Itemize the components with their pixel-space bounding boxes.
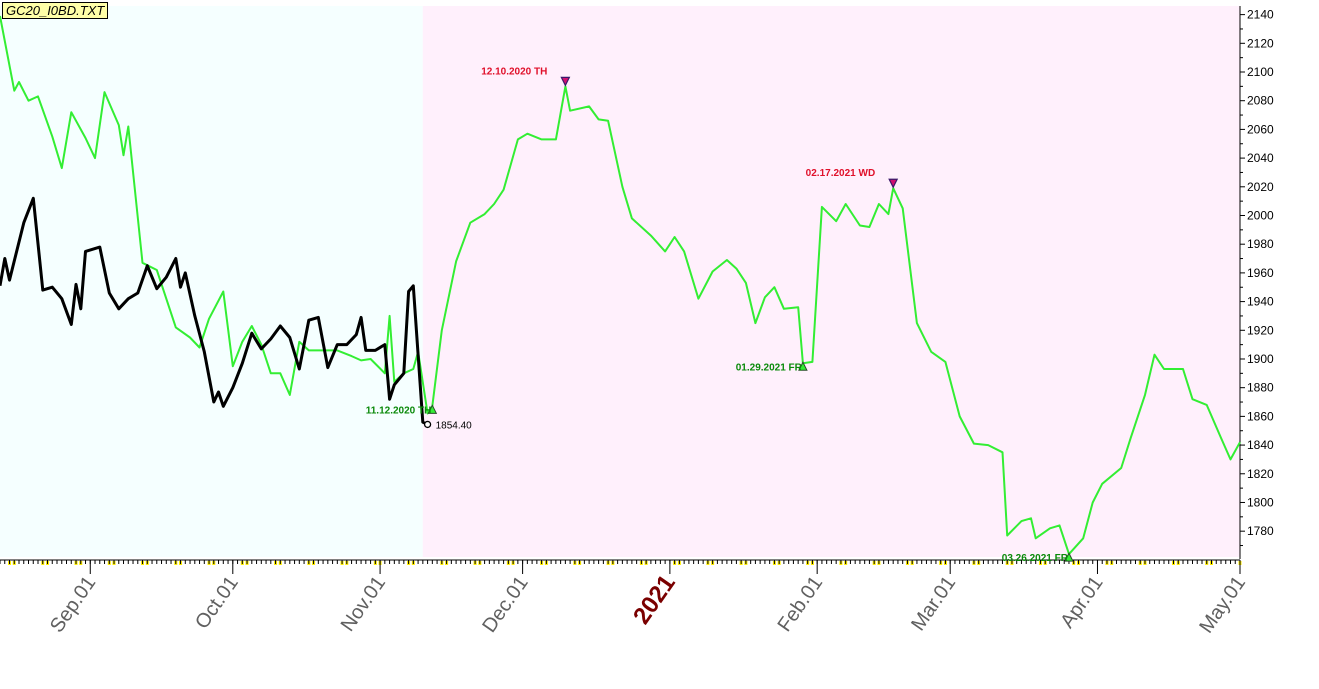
month-label: Oct.01 — [191, 572, 243, 633]
y-axis: 2140 2120 2100 2080 2060 2040 2020 2000 1980 1960… — [1239, 6, 1274, 559]
y-tick-label: 2080 — [1247, 94, 1274, 108]
y-tick-label: 2000 — [1247, 208, 1274, 222]
y-tick-label: 2020 — [1247, 180, 1274, 194]
annotation-layer: 12.10.2020 TH 02.17.2021 WD 11.12.2020 TH 0… — [366, 66, 1074, 564]
y-tick-label: 1860 — [1247, 409, 1274, 423]
y-tick-label: 1960 — [1247, 266, 1274, 280]
bottom-date-label: 01.29.2021 FR — [736, 362, 803, 373]
y-tick-label: 2100 — [1247, 65, 1274, 79]
top-date-label: 02.17.2021 WD — [806, 168, 876, 179]
y-tick-label: 1840 — [1247, 438, 1274, 452]
top-marker — [888, 178, 899, 189]
y-tick-label: 1780 — [1247, 524, 1274, 538]
series-layer — [0, 15, 1241, 556]
y-tick-label: 1940 — [1247, 295, 1274, 309]
y-tick-label: 1820 — [1247, 467, 1274, 481]
y-tick-label: 1920 — [1247, 323, 1274, 337]
month-label: Apr.01 — [1056, 572, 1107, 632]
black-series-line — [0, 196, 429, 426]
y-tick-label: 1900 — [1247, 352, 1274, 366]
bottom-marker — [427, 404, 438, 414]
month-label: Mar.01 — [907, 572, 960, 635]
y-tick-label: 2120 — [1247, 36, 1274, 50]
month-label: Feb.01 — [774, 572, 828, 636]
month-label: Dec.01 — [478, 572, 532, 637]
year-label: 2021 — [628, 570, 681, 629]
green-series-line — [0, 15, 1241, 556]
last-price-label: 1854.40 — [436, 420, 473, 431]
bottom-date-label: 03.26.2021 FR — [1002, 553, 1069, 564]
y-tick-label: 1880 — [1247, 381, 1274, 395]
top-marker — [560, 76, 571, 87]
y-tick-label: 2040 — [1247, 151, 1274, 165]
top-date-label: 12.10.2020 TH — [481, 66, 547, 77]
y-tick-label: 1800 — [1247, 495, 1274, 509]
y-tick-label: 1980 — [1247, 237, 1274, 251]
y-tick-label: 2060 — [1247, 122, 1274, 136]
month-label: May.01 — [1195, 572, 1250, 637]
y-tick-label: 2140 — [1247, 8, 1274, 22]
file-name-label: GC20_I0BD.TXT — [2, 2, 109, 19]
bottom-marker — [1064, 552, 1074, 562]
history-background — [0, 6, 423, 557]
bottom-date-label: 11.12.2020 TH — [366, 405, 432, 416]
month-label: Sep.01 — [46, 572, 100, 637]
x-axis: Sep.01 Oct.01 Nov.01 Dec.01 2021 Feb.01 Mar.01… — [0, 559, 1250, 637]
bottom-marker — [798, 361, 808, 371]
month-label: Nov.01 — [337, 572, 391, 635]
last-price-marker — [423, 420, 432, 429]
forecast-background — [422, 6, 1241, 557]
